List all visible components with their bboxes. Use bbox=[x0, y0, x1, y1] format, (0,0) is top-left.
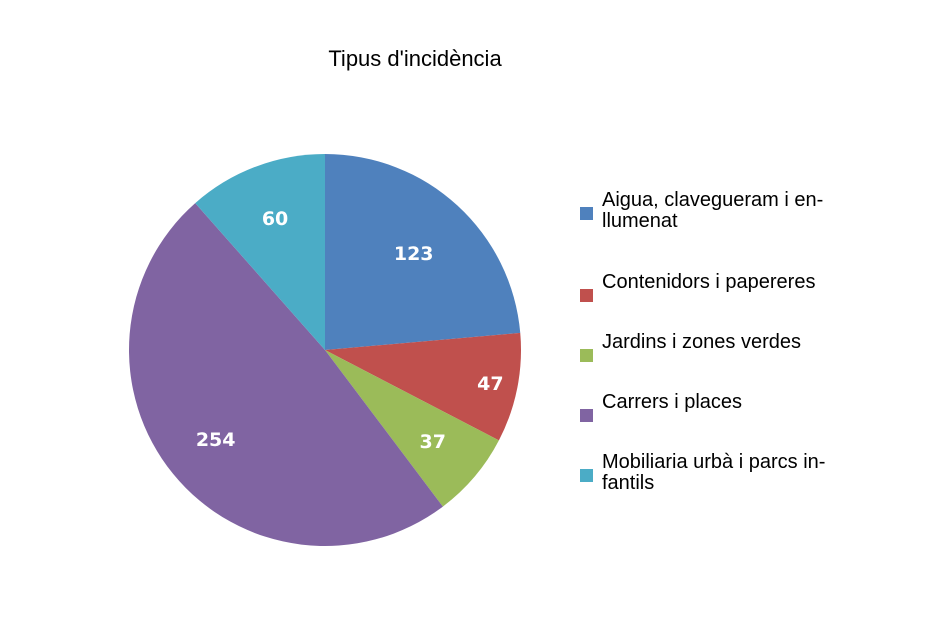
pie-slice-2 bbox=[325, 332, 521, 441]
legend-item-5: Mobiliaria urbà i parcs in-fantils bbox=[580, 452, 825, 494]
chart-title: Tipus d'incidència bbox=[328, 46, 502, 71]
pie-slice-1 bbox=[325, 154, 521, 350]
legend-label-4-line-1: Carrers i places bbox=[602, 391, 743, 413]
legend-swatch-1 bbox=[580, 207, 593, 220]
legend-label-3-line-1: Jardins i zones verdes bbox=[602, 331, 801, 353]
pie-data-labels: 123 47 37 254 60 bbox=[196, 208, 504, 453]
legend-swatch-2 bbox=[580, 289, 593, 302]
legend-label-1-line-2: llumenat bbox=[602, 210, 678, 232]
pie-slice-3 bbox=[325, 350, 499, 507]
legend-item-4: Carrers i places bbox=[580, 391, 743, 422]
data-label-1: 123 bbox=[394, 243, 434, 265]
legend-swatch-5 bbox=[580, 469, 593, 482]
legend-item-3: Jardins i zones verdes bbox=[580, 331, 801, 362]
pie-slices bbox=[129, 154, 521, 546]
data-label-4: 254 bbox=[196, 429, 236, 451]
legend-label-5-line-1: Mobiliaria urbà i parcs in- bbox=[602, 451, 826, 473]
legend-label-2-line-1: Contenidors i papereres bbox=[602, 271, 816, 293]
pie-slice-5 bbox=[195, 154, 325, 350]
data-label-3: 37 bbox=[419, 431, 445, 453]
pie-slice-4 bbox=[129, 203, 443, 546]
legend-item-1: Aigua, clavegueram i en-llumenat bbox=[580, 190, 823, 232]
data-label-2: 47 bbox=[477, 373, 503, 395]
legend-label-5-line-2: fantils bbox=[602, 472, 655, 494]
legend-item-2: Contenidors i papereres bbox=[580, 271, 816, 302]
legend-swatch-4 bbox=[580, 409, 593, 422]
legend-swatch-3 bbox=[580, 349, 593, 362]
data-label-5: 60 bbox=[262, 208, 288, 230]
legend-label-1-line-1: Aigua, clavegueram i en- bbox=[602, 189, 824, 211]
